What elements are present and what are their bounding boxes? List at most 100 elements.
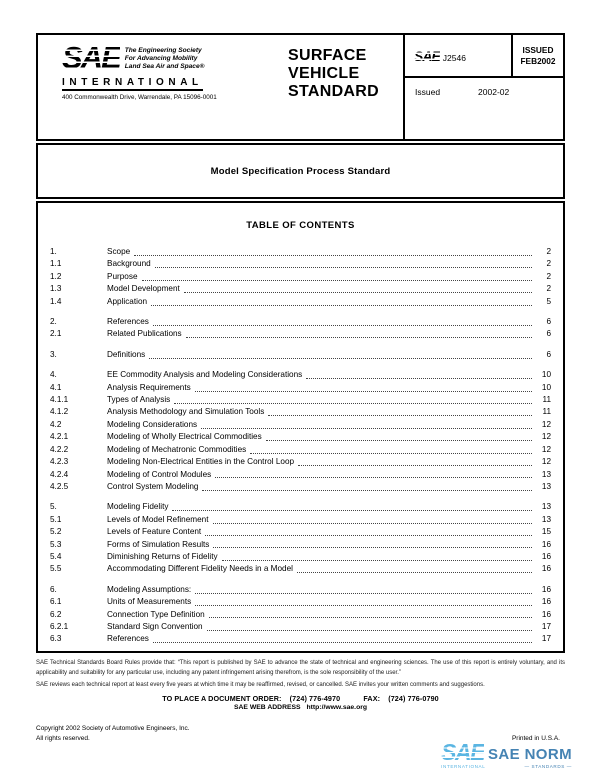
toc-dot-leader bbox=[152, 324, 532, 326]
toc-section-title: Modeling Assumptions: bbox=[107, 584, 192, 594]
toc-page-number: 17 bbox=[541, 621, 551, 631]
toc-row: 1.2 Purpose 2 bbox=[50, 271, 551, 283]
toc-page-number: 10 bbox=[541, 370, 551, 380]
toc-section-number: 4.2.2 bbox=[50, 444, 69, 454]
toc-section-title: Standard Sign Convention bbox=[107, 621, 203, 631]
toc-page-number: 13 bbox=[541, 481, 551, 491]
toc-page-number: 2 bbox=[546, 271, 551, 281]
toc-row: 2.1 Related Publications 6 bbox=[50, 328, 551, 340]
fax-label: FAX: bbox=[363, 694, 381, 703]
toc-row: 5.5 Accommodating Different Fidelity Nee… bbox=[50, 563, 551, 575]
toc-section-number: 3. bbox=[50, 349, 57, 359]
toc-dot-leader bbox=[215, 477, 532, 479]
toc-section-number: 2.1 bbox=[50, 329, 62, 339]
toc-dot-leader bbox=[195, 592, 532, 594]
toc-row: 4.1.2 Analysis Methodology and Simulatio… bbox=[50, 406, 551, 418]
toc-row: 1.4 Application 5 bbox=[50, 296, 551, 308]
toc-dot-leader bbox=[205, 535, 532, 537]
toc-dot-leader bbox=[206, 629, 532, 631]
toc-section-number: 1.3 bbox=[50, 284, 62, 294]
toc-section-number: 4.1.1 bbox=[50, 395, 69, 405]
toc-row: 4.1 Analysis Requirements 10 bbox=[50, 382, 551, 394]
table-of-contents-box: TABLE OF CONTENTS 1. Scope 2 1.1 Backgro… bbox=[36, 201, 565, 653]
toc-section-title: Application bbox=[107, 296, 148, 306]
header-left: SAE The Engineering Society For Advancin… bbox=[38, 35, 403, 139]
toc-row: 4.1.1 Types of Analysis 11 bbox=[50, 394, 551, 406]
toc-row: 5.3 Forms of Simulation Results 16 bbox=[50, 539, 551, 551]
toc-row: 5.1 Levels of Model Refinement 13 bbox=[50, 514, 551, 526]
logo-tagline: The Engineering Society For Advancing Mo… bbox=[124, 47, 205, 71]
order-phone: (724) 776-4970 bbox=[289, 694, 341, 703]
toc-row: 5. Modeling Fidelity 13 bbox=[50, 501, 551, 513]
toc-row: 4.2.2 Modeling of Mechatronic Commoditie… bbox=[50, 444, 551, 456]
toc-section-number: 1. bbox=[50, 247, 57, 256]
toc-section-title: Analysis Requirements bbox=[107, 382, 191, 392]
toc-row: 1. Scope 2 bbox=[50, 246, 551, 258]
toc-section-number: 4.2 bbox=[50, 419, 62, 429]
document-title-box: Model Specification Process Standard bbox=[36, 143, 565, 199]
toc-section-title: Levels of Feature Content bbox=[107, 527, 202, 537]
toc-page-number: 13 bbox=[541, 514, 551, 524]
toc-page-number: 11 bbox=[542, 407, 552, 417]
toc-dot-leader bbox=[213, 547, 532, 549]
toc-dot-leader bbox=[268, 415, 532, 417]
toc-dot-leader bbox=[201, 427, 532, 429]
revision-date: 2002-02 bbox=[478, 87, 510, 97]
toc-row: 5.2 Levels of Feature Content 15 bbox=[50, 526, 551, 538]
toc-section-title: Modeling Non-Electrical Entities in the … bbox=[107, 457, 295, 467]
document-title: Model Specification Process Standard bbox=[210, 165, 391, 177]
web-label: SAE WEB ADDRESS bbox=[233, 704, 301, 711]
toc-section-title: Background bbox=[107, 259, 151, 269]
toc-dot-leader bbox=[185, 337, 532, 339]
toc-section-title: Analysis Methodology and Simulation Tool… bbox=[107, 407, 265, 417]
toc-section-title: Modeling Fidelity bbox=[107, 502, 169, 512]
toc-section-number: 6.2 bbox=[50, 609, 62, 619]
toc-page-number: 16 bbox=[541, 564, 551, 574]
toc-dot-leader bbox=[149, 357, 532, 359]
toc-section-title: Modeling of Wholly Electrical Commoditie… bbox=[107, 432, 262, 442]
toc-page-number: 12 bbox=[541, 444, 551, 454]
toc-section-title: Levels of Model Refinement bbox=[107, 514, 209, 524]
toc-section-number: 6.2.1 bbox=[50, 621, 69, 631]
toc-page-number: 2 bbox=[546, 284, 551, 294]
toc-row: 4. EE Commodity Analysis and Modeling Co… bbox=[50, 369, 551, 381]
revision-row: Issued 2002-02 bbox=[405, 78, 563, 139]
copyright-notice: Copyright 2002 Society of Automotive Eng… bbox=[36, 725, 190, 743]
toc-section-title: Modeling Considerations bbox=[107, 419, 198, 429]
toc-dot-leader bbox=[183, 292, 532, 294]
toc-dot-leader bbox=[154, 267, 532, 269]
toc-dot-leader bbox=[298, 465, 532, 466]
toc-page-number: 13 bbox=[541, 502, 551, 512]
toc-section-number: 1.2 bbox=[50, 271, 62, 281]
sae-norm-logo: SAE SAE NORM INTERNATIONAL — STANDARDS — bbox=[441, 741, 572, 769]
toc-section-number: 4.1.2 bbox=[50, 407, 69, 417]
order-info: TO PLACE A DOCUMENT ORDER: (724) 776-497… bbox=[36, 694, 565, 703]
header-box: SAE The Engineering Society For Advancin… bbox=[36, 33, 565, 141]
toc-page-number: 16 bbox=[541, 584, 551, 594]
toc-dot-leader bbox=[151, 304, 532, 306]
header-right: SAE J2546 ISSUED FEB2002 Issued 2002-02 bbox=[403, 35, 563, 139]
toc-section-title: Definitions bbox=[107, 349, 146, 359]
toc-section-number: 4.2.5 bbox=[50, 481, 69, 491]
toc-section-number: 5.2 bbox=[50, 527, 62, 537]
toc-section-title: Control System Modeling bbox=[107, 481, 199, 491]
toc-row: 4.2.4 Modeling of Control Modules 13 bbox=[50, 469, 551, 481]
toc-section-title: References bbox=[107, 634, 149, 644]
toc-page-number: 11 bbox=[542, 395, 552, 405]
toc-dot-leader bbox=[208, 617, 532, 619]
toc-section-number: 5.4 bbox=[50, 551, 62, 561]
toc-section-number: 6. bbox=[50, 584, 57, 594]
sae-norm-standards: — STANDARDS — bbox=[524, 763, 572, 769]
toc-page-number: 12 bbox=[541, 457, 551, 467]
toc-row: 4.2.3 Modeling Non-Electrical Entities i… bbox=[50, 456, 551, 468]
toc-page-number: 17 bbox=[541, 634, 551, 644]
toc-page-number: 5 bbox=[546, 296, 551, 306]
toc-section-number: 1.4 bbox=[50, 296, 62, 306]
issued-badge: ISSUED FEB2002 bbox=[511, 35, 563, 76]
toc-page-number: 12 bbox=[541, 432, 551, 442]
toc-dot-leader bbox=[174, 402, 532, 404]
toc-dot-leader bbox=[265, 440, 532, 442]
toc-section-title: Related Publications bbox=[107, 329, 182, 339]
web-url: http://www.sae.org bbox=[306, 704, 368, 711]
toc-section-title: EE Commodity Analysis and Modeling Consi… bbox=[107, 370, 303, 380]
